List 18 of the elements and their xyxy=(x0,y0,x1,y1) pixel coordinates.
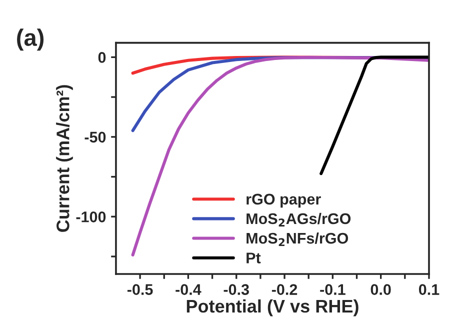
x-tick-label: -0.1 xyxy=(320,284,346,295)
chart-title: (a) xyxy=(17,28,44,51)
y-tick-label: -50 xyxy=(84,132,106,143)
line-series xyxy=(320,56,429,176)
legend-label: MoS$_{2}$NFs/rGO xyxy=(246,232,348,246)
legend-label: Pt xyxy=(246,252,261,264)
y-axis-title: Current (mA/cm²) xyxy=(56,85,73,232)
x-axis-title: Potential (V vs RHE) xyxy=(186,299,358,316)
x-tick-label: 0.0 xyxy=(370,284,391,295)
x-tick-label: -0.4 xyxy=(176,284,202,295)
y-tick-label: 0 xyxy=(98,52,106,63)
x-tick-label: -0.5 xyxy=(127,284,153,295)
x-tick-label: 0.1 xyxy=(418,284,440,295)
x-tick-label: -0.2 xyxy=(272,284,298,295)
y-tick-label: -100 xyxy=(76,211,106,222)
legend-label: rGO paper xyxy=(246,194,321,208)
legend-label: MoS$_{2}$AGs/rGO xyxy=(246,212,351,226)
x-tick-label: -0.3 xyxy=(224,284,249,295)
